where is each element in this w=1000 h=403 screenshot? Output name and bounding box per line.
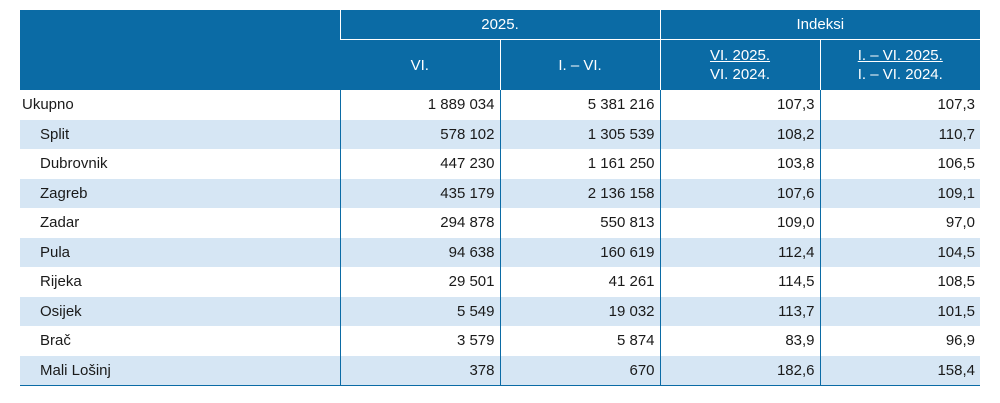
cell-month: 1 889 034 — [339, 90, 500, 120]
cell-period: 160 619 — [499, 237, 661, 267]
cell-index-period: 96,9 — [819, 326, 981, 356]
row-name: Rijeka — [40, 273, 82, 291]
cell-index-month: 114,5 — [659, 267, 821, 297]
cell-index-period: 101,5 — [819, 296, 981, 326]
cell-month: 578 102 — [339, 119, 500, 149]
index-period-denominator: I. – VI. 2024. — [857, 66, 943, 83]
cell-index-period: 97,0 — [819, 208, 981, 238]
cell-index-month: 112,4 — [659, 237, 821, 267]
cell-index-period: 158,4 — [819, 355, 981, 386]
index-period-numerator: I. – VI. 2025. — [857, 47, 943, 64]
cell-index-month: 108,2 — [659, 119, 821, 149]
cell-period: 5 874 — [499, 326, 661, 356]
table-row: Brač 3 579 5 874 83,9 96,9 — [20, 326, 981, 356]
cell-period: 41 261 — [499, 267, 661, 297]
row-name: Brač — [40, 332, 71, 350]
table-row: Zagreb 435 179 2 136 158 107,6 109,1 — [20, 178, 981, 208]
header-col-period: I. – VI. — [499, 39, 661, 90]
cell-index-period: 110,7 — [819, 119, 981, 149]
row-name: Split — [20, 119, 340, 149]
row-name: Mali Lošinj — [20, 355, 340, 386]
cell-period: 2 136 158 — [499, 178, 661, 208]
header-group-index: Indeksi — [659, 10, 981, 40]
table-row: Pula 94 638 160 619 112,4 104,5 — [20, 237, 981, 267]
header-col-index-month: VI. 2025. VI. 2024. — [659, 39, 821, 90]
cell-month: 94 638 — [339, 237, 500, 267]
cell-month: 3 579 — [339, 326, 500, 356]
cell-period: 1 161 250 — [499, 149, 661, 179]
cell-index-month: 107,6 — [659, 178, 821, 208]
table-row: Split 578 102 1 305 539 108,2 110,7 — [20, 119, 981, 149]
row-name: Dubrovnik — [40, 155, 108, 173]
table-row: Dubrovnik 447 230 1 161 250 103,8 106,5 — [20, 149, 981, 179]
cell-month: 5 549 — [339, 296, 500, 326]
row-name: Zadar — [40, 214, 80, 232]
table-header: 2025. Indeksi VI. I. – VI. VI. 2025. VI.… — [20, 10, 981, 90]
row-name: Pula — [20, 237, 340, 267]
cell-index-period: 108,5 — [819, 267, 981, 297]
cell-month: 29 501 — [339, 267, 500, 297]
row-name: Zagreb — [20, 178, 340, 208]
cell-index-month: 109,0 — [659, 208, 821, 238]
row-name: Osijek — [20, 296, 340, 326]
index-month-denominator: VI. 2024. — [709, 66, 771, 83]
cell-index-period: 106,5 — [819, 149, 981, 179]
cell-month: 378 — [339, 355, 500, 386]
cell-month: 435 179 — [339, 178, 500, 208]
cell-index-period: 104,5 — [819, 237, 981, 267]
cell-index-month: 107,3 — [659, 90, 821, 120]
cell-index-month: 113,7 — [659, 296, 821, 326]
cell-month: 447 230 — [339, 149, 500, 179]
cell-period: 19 032 — [499, 296, 661, 326]
airport-passenger-table: 2025. Indeksi VI. I. – VI. VI. 2025. VI.… — [20, 10, 981, 386]
cell-index-month: 182,6 — [659, 355, 821, 386]
row-name: Ukupno — [20, 90, 340, 120]
cell-index-period: 109,1 — [819, 178, 981, 208]
header-col-month: VI. — [340, 39, 500, 90]
index-month-numerator: VI. 2025. — [709, 47, 771, 64]
header-group-year: 2025. — [339, 10, 661, 40]
table-row: Osijek 5 549 19 032 113,7 101,5 — [20, 296, 981, 326]
cell-index-period: 107,3 — [819, 90, 981, 120]
cell-index-month: 103,8 — [659, 149, 821, 179]
table-row: Mali Lošinj 378 670 182,6 158,4 — [20, 355, 981, 386]
table-row-total: Ukupno 1 889 034 5 381 216 107,3 107,3 — [20, 90, 981, 120]
header-col-index-period: I. – VI. 2025. I. – VI. 2024. — [819, 39, 981, 90]
table-row: Zadar 294 878 550 813 109,0 97,0 — [20, 208, 981, 238]
cell-period: 1 305 539 — [499, 119, 661, 149]
cell-period: 550 813 — [499, 208, 661, 238]
cell-index-month: 83,9 — [659, 326, 821, 356]
header-empty-corner — [20, 10, 340, 90]
cell-month: 294 878 — [339, 208, 500, 238]
airport-passenger-table-wrap: 2025. Indeksi VI. I. – VI. VI. 2025. VI.… — [20, 10, 981, 386]
cell-period: 670 — [499, 355, 661, 386]
table-row: Rijeka 29 501 41 261 114,5 108,5 — [20, 267, 981, 297]
table-body: Ukupno 1 889 034 5 381 216 107,3 107,3 S… — [20, 90, 981, 386]
cell-period: 5 381 216 — [499, 90, 661, 120]
